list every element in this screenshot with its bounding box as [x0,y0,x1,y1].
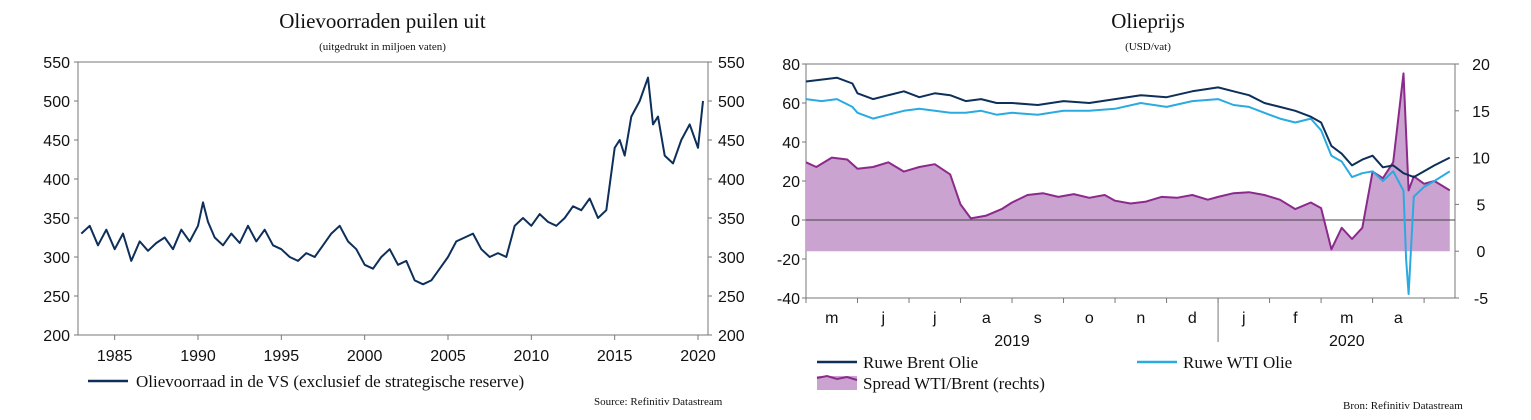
x-axis-ticks: 1985 1990 1995 2000 2005 2010 2015 2020 [97,335,716,365]
plot-area-frame [77,61,709,336]
chart-subtitle: (uitgedrukt in miljoen vaten) [319,41,446,53]
y-tick-label: 40 [782,135,800,152]
y-tick-label-left: 250 [43,289,70,306]
spread-fill-group [806,73,1450,252]
source-note: Bron: Refinitiv Datastream [1343,400,1463,412]
x-month-label: a [1394,310,1403,327]
y-tick-label-left: 200 [43,328,70,345]
y2-tick-label: -5 [1474,291,1488,308]
x-month-label: d [1188,310,1197,327]
y-tick-label: -40 [777,291,800,308]
series-line-wti [805,98,1451,296]
x-tick-label: 1995 [264,348,300,365]
y2-tick-label: 0 [1477,244,1486,261]
y-tick-label-right: 350 [718,211,745,228]
y-tick-label-left: 500 [43,94,70,111]
y-tick-label-right: 400 [718,172,745,189]
y-tick-label-right: 300 [718,250,745,267]
x-tick-label: 1990 [180,348,216,365]
x-tick-label: 2010 [514,348,550,365]
y2-axis-ticks: -5 0 5 10 15 20 [1455,57,1490,308]
x-tick-label: 2005 [430,348,466,365]
y-tick-label: -20 [777,252,800,269]
y-tick-label-left: 350 [43,211,70,228]
legend-label-brent: Ruwe Brent Olie [863,353,978,372]
x-month-label: m [1340,310,1353,327]
chart-panel-price: Olieprijs (USD/vat) -40 -20 0 20 40 60 80 -5 0 5… [765,0,1531,420]
x-month-label: f [1293,310,1298,327]
y2-tick-label: 10 [1472,151,1490,168]
y-tick-label: 60 [782,96,800,113]
chart-panel-stocks: Olievoorraden puilen uit (uitgedrukt in … [0,0,765,420]
y2-tick-label: 15 [1472,104,1490,121]
y2-tick-label: 20 [1472,57,1490,74]
stocks-chart-svg: 200 200 250 250 300 300 350 350 400 400 450 450 500 5… [43,55,745,391]
x-month-label: j [880,310,885,327]
x-month-label: j [1241,310,1246,327]
series-line-stocks [80,76,704,286]
y-tick-label: 80 [782,57,800,74]
series-line-spread [805,72,1451,251]
legend-label-spread: Spread WTI/Brent (rechts) [863,374,1045,393]
x-month-label: o [1085,310,1094,327]
y-tick-label-right: 450 [718,133,745,150]
y-tick-label: 20 [782,174,800,191]
y-tick-label-left: 400 [43,172,70,189]
y-axis-ticks: -40 -20 0 20 40 60 80 [777,57,806,308]
legend-swatch-spread-fill [817,376,857,390]
legend-swatch-spread-line [816,374,858,381]
x-month-label: s [1034,310,1042,327]
x-tick-label: 2000 [347,348,383,365]
series-group [805,72,1451,296]
x-year-label: 2020 [1329,333,1365,350]
x-tick-label: 1985 [97,348,133,365]
series-line-brent [805,76,1451,179]
x-tick-label: 2015 [597,348,633,365]
x-month-label: m [825,310,838,327]
spread-area [806,73,1450,252]
legend-label-wti: Ruwe WTI Olie [1183,353,1292,372]
source-note: Source: Refinitiv Datastream [594,396,723,408]
y-tick-label-right: 500 [718,94,745,111]
y-tick-label: 0 [791,213,800,230]
x-month-label: n [1136,310,1145,327]
y-tick-label-left: 300 [43,250,70,267]
x-month-label: a [982,310,991,327]
chart-title: Olieprijs [1111,9,1185,33]
x-tick-label: 2020 [680,348,716,365]
legend-label: Olievoorraad in de VS (exclusief de stra… [136,372,524,391]
chart-subtitle: (USD/vat) [1125,41,1171,53]
y-tick-label-right: 250 [718,289,745,306]
x-month-label: j [932,310,937,327]
y-tick-label-right: 200 [718,328,745,345]
y2-tick-label: 5 [1477,197,1486,214]
x-year-label: 2019 [994,333,1030,350]
y-tick-label-left: 550 [43,55,70,72]
y-tick-label-right: 550 [718,55,745,72]
y-tick-label-left: 450 [43,133,70,150]
series-group [80,76,704,286]
y-axis-ticks: 200 200 250 250 300 300 350 350 400 400 450 450 500 5… [43,55,745,345]
chart-title: Olievoorraden puilen uit [279,9,486,33]
